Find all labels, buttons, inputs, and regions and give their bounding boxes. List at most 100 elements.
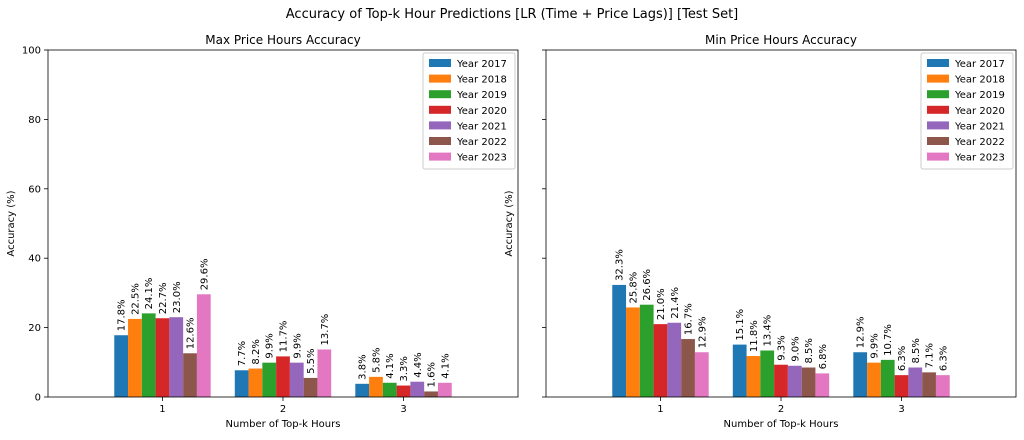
legend-swatch: [429, 152, 451, 161]
x-tick-label: 1: [657, 404, 663, 415]
bar-year-2017-k3: [853, 352, 868, 397]
legend-swatch: [429, 121, 451, 130]
bar-year-2019-k1: [639, 304, 654, 397]
bar-year-2017-k1: [114, 335, 129, 397]
legend-swatch: [927, 59, 949, 67]
bar-year-2022-k2: [303, 377, 318, 397]
legend-swatch: [429, 90, 451, 99]
bar-year-2023-k3: [935, 375, 950, 397]
bar-data-label: 7.7%: [237, 341, 248, 366]
bar-year-2020-k3: [894, 375, 909, 397]
bar-data-label: 9.9%: [265, 333, 276, 358]
bar-data-label: 21.4%: [670, 287, 681, 319]
legend-swatch: [927, 152, 949, 161]
bar-year-2019-k2: [760, 350, 775, 397]
bar-data-label: 6.3%: [897, 346, 908, 371]
legend-label: Year 2018: [954, 75, 1005, 86]
bar-year-2021-k2: [289, 362, 304, 397]
bar-year-2023-k2: [815, 373, 830, 397]
bar-year-2018-k3: [369, 376, 383, 397]
legend: Year 2017 Year 2018 Year 2019 Year 2020 Year…: [920, 52, 1014, 170]
bar-year-2022-k2: [801, 367, 816, 397]
bar-year-2021-k3: [908, 367, 923, 397]
y-axis-label: Accuracy (%): [504, 190, 515, 256]
bar-year-2021-k1: [169, 317, 184, 397]
x-tick-label: 2: [280, 404, 286, 415]
bar-data-label: 11.7%: [279, 321, 290, 353]
bar-year-2017-k2: [234, 370, 249, 397]
legend-swatch: [927, 121, 949, 130]
bar-data-label: 15.1%: [735, 309, 746, 341]
bar-data-label: 12.9%: [856, 316, 867, 348]
legend-label: Year 2019: [456, 90, 507, 101]
legend-label: Year 2023: [954, 153, 1005, 164]
bar-data-label: 25.8%: [628, 272, 639, 304]
legend-swatch: [429, 137, 451, 145]
bar-year-2020-k1: [653, 324, 668, 397]
bar-data-label: 7.1%: [925, 343, 936, 368]
legend-label: Year 2020: [456, 106, 507, 117]
bar-data-label: 13.4%: [763, 315, 774, 347]
bar-data-label: 10.7%: [883, 324, 894, 356]
y-tick-label: 0: [35, 393, 41, 404]
bar-year-2020-k2: [774, 364, 788, 397]
bar-year-2022-k3: [922, 372, 936, 397]
legend-swatch: [927, 90, 949, 99]
panel-title: Min Price Hours Accuracy: [705, 33, 857, 47]
x-tick-label: 3: [400, 404, 406, 415]
bar-year-2017-k3: [355, 383, 370, 397]
bar-data-label: 22.7%: [158, 282, 169, 314]
bar-year-2022-k3: [424, 391, 438, 397]
bar-year-2022-k1: [183, 353, 197, 397]
legend-swatch: [927, 74, 949, 83]
bar-year-2022-k1: [681, 339, 695, 397]
y-tick-label: 40: [28, 254, 41, 265]
bar-data-label: 5.5%: [306, 349, 317, 374]
bar-data-label: 32.3%: [615, 249, 626, 281]
bar-data-label: 3.8%: [358, 354, 369, 379]
bar-data-label: 3.3%: [399, 356, 410, 381]
y-tick-label: 60: [28, 184, 41, 195]
legend-swatch: [429, 105, 451, 114]
bar-data-label: 9.3%: [777, 335, 788, 360]
y-tick-label: 100: [22, 46, 41, 57]
x-tick-label: 2: [778, 404, 784, 415]
bar-year-2023-k3: [437, 382, 452, 397]
x-axis-label: Number of Top-k Hours: [724, 419, 839, 430]
bar-year-2018-k2: [746, 356, 761, 397]
bar-data-label: 1.6%: [427, 362, 438, 387]
bar-year-2021-k3: [410, 381, 425, 397]
bar-year-2017-k1: [612, 284, 627, 397]
x-tick-label: 1: [159, 404, 165, 415]
bar-year-2018-k3: [867, 362, 881, 397]
bar-data-label: 4.4%: [413, 352, 424, 377]
bar-data-label: 9.9%: [292, 333, 303, 358]
bar-data-label: 9.0%: [790, 336, 801, 361]
chart-panel-2: 32.3% 15.1% 12.9% 25.8% 11.8% 9.9% 26.6% 13.4% 1…: [504, 33, 1017, 430]
bar-data-label: 12.6%: [186, 317, 197, 349]
bar-data-label: 17.8%: [117, 299, 128, 331]
legend: Year 2017 Year 2018 Year 2019 Year 2020 Year…: [422, 52, 516, 170]
bar-data-label: 21.0%: [656, 288, 667, 320]
bar-data-label: 8.2%: [251, 339, 262, 364]
bar-year-2020-k3: [396, 385, 411, 397]
chart-panel-1: 17.8%7.7%3.8%22.5%8.2% 5.8%24.1%9.9%4.1%2…: [6, 33, 519, 430]
bar-year-2017-k2: [732, 344, 747, 397]
bar-data-label: 23.0%: [172, 281, 183, 313]
bar-data-label: 29.6%: [199, 259, 210, 291]
legend-swatch: [927, 137, 949, 145]
bar-year-2020-k2: [276, 356, 290, 397]
y-tick-label: 80: [28, 115, 41, 126]
bar-data-label: 22.5%: [130, 283, 141, 315]
bar-data-label: 16.7%: [684, 303, 695, 335]
bar-year-2021-k1: [667, 322, 682, 397]
y-tick-label: 20: [28, 323, 41, 334]
legend-label: Year 2017: [456, 59, 507, 70]
legend-label: Year 2021: [456, 121, 507, 132]
figure-title: Accuracy of Top-k Hour Predictions [LR (…: [286, 7, 738, 22]
legend-label: Year 2022: [954, 137, 1005, 148]
bar-data-label: 4.1%: [385, 353, 396, 378]
bar-data-label: 24.1%: [144, 278, 155, 310]
